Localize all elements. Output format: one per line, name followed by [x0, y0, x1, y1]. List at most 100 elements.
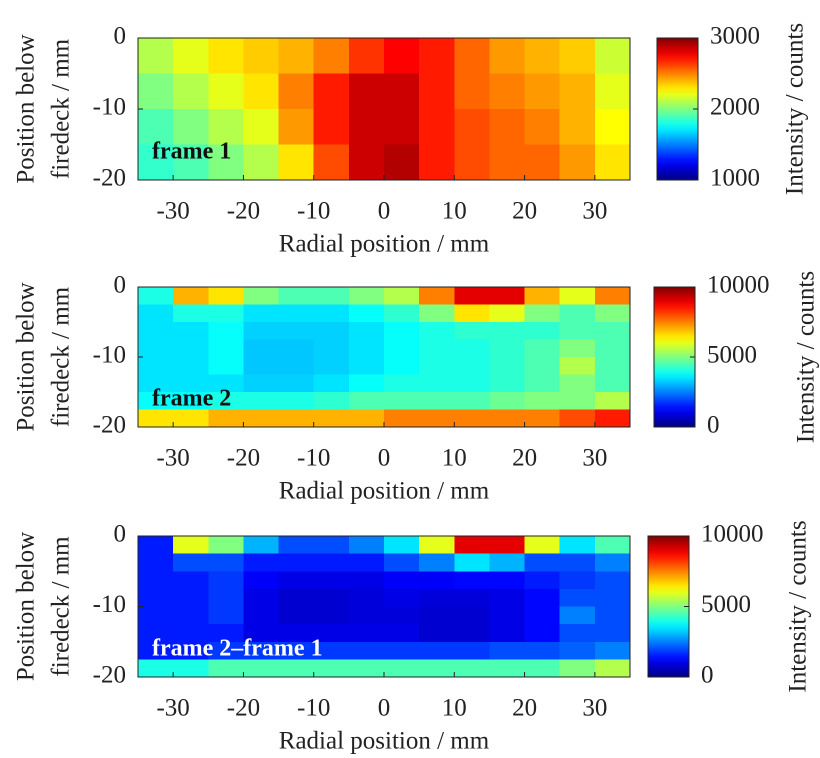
heatmap-cell	[489, 409, 526, 428]
heatmap-cell	[419, 357, 455, 375]
heatmap-cell	[173, 144, 209, 181]
heatmap-cell	[138, 109, 174, 145]
heatmap-cell	[208, 38, 244, 74]
heatmap-cell	[594, 109, 631, 145]
colorbar-label: Intensity / counts	[782, 23, 809, 195]
y-tick-label: 0	[114, 272, 127, 299]
heatmap-cell	[559, 287, 596, 305]
heatmap-cell	[419, 409, 455, 428]
heatmap-cell	[348, 357, 385, 375]
x-tick-label: 0	[378, 198, 391, 225]
heatmap-cell	[278, 73, 315, 110]
heatmap-cell	[173, 641, 209, 660]
annotation: frame 2	[152, 386, 231, 412]
heatmap-cell	[313, 392, 350, 410]
heatmap-cell	[243, 588, 280, 607]
heatmap-cell	[138, 392, 174, 410]
colorbar	[647, 535, 690, 678]
heatmap-cell	[208, 553, 244, 572]
heatmap-cell	[173, 624, 209, 643]
heatmap-cell	[278, 357, 315, 375]
heatmap-cell	[243, 287, 280, 305]
heatmap-cell	[138, 571, 174, 590]
heatmap	[138, 536, 631, 678]
heatmap-cell	[138, 339, 174, 358]
heatmap-cell	[384, 409, 420, 428]
heatmap-cell	[138, 38, 174, 74]
heatmap-cell	[489, 109, 526, 145]
heatmap-cell	[348, 38, 385, 74]
colorbar-tick-label: 0	[707, 412, 720, 439]
heatmap-cell	[208, 144, 244, 181]
y-tick-label: -20	[93, 662, 126, 689]
heatmap-cell	[419, 109, 455, 145]
heatmap-cell	[348, 144, 385, 181]
colorbar-tick-label: 5000	[707, 342, 757, 369]
annotation: frame 1	[152, 139, 231, 165]
heatmap-cell	[559, 73, 596, 110]
heatmap-cell	[524, 392, 561, 410]
heatmap-cell	[208, 641, 244, 660]
heatmap-cell	[559, 304, 596, 323]
heatmap-cell	[138, 374, 174, 393]
heatmap-cell	[454, 571, 490, 590]
heatmap-cell	[173, 588, 209, 607]
x-tick-label: 0	[378, 445, 391, 472]
heatmap-cell	[384, 73, 420, 110]
colorbar	[653, 286, 696, 428]
heatmap-cell	[243, 553, 280, 572]
y-tick-label: -10	[93, 342, 126, 369]
heatmap-cell	[138, 606, 174, 625]
heatmap-cell	[489, 304, 526, 323]
heatmap-cell	[559, 571, 596, 590]
heatmap-cell	[243, 38, 280, 74]
heatmap-cell	[594, 536, 631, 555]
heatmap-cell	[454, 339, 490, 358]
heatmap-cell	[384, 109, 420, 145]
heatmap-cell	[594, 304, 631, 323]
annotation: frame 2–frame 1	[152, 636, 323, 662]
heatmap-cell	[208, 109, 244, 145]
heatmap-cell	[173, 606, 209, 625]
heatmap-cell	[348, 571, 385, 590]
x-axis-label: Radial position / mm	[279, 478, 490, 505]
x-tick-label: 0	[378, 695, 391, 722]
heatmap-cell	[278, 304, 315, 323]
heatmap-cell	[278, 144, 315, 181]
y-tick-label: 0	[114, 23, 127, 50]
heatmap-cell	[348, 409, 385, 428]
heatmap-cell	[138, 73, 174, 110]
heatmap-cell	[419, 571, 455, 590]
x-tick-label: -30	[156, 198, 189, 225]
heatmap-cell	[384, 38, 420, 74]
heatmap-cell	[489, 571, 526, 590]
heatmap-cell	[313, 641, 350, 660]
heatmap-cell	[559, 553, 596, 572]
heatmap-cell	[348, 322, 385, 340]
heatmap-cell	[313, 144, 350, 181]
heatmap-cell	[489, 624, 526, 643]
heatmap-cell	[489, 659, 526, 678]
heatmap-cell	[559, 322, 596, 340]
heatmap-cell	[208, 322, 244, 340]
heatmap-cell	[384, 659, 420, 678]
heatmap-cell	[138, 553, 174, 572]
y-tick-label: -10	[93, 94, 126, 121]
heatmap-cell	[594, 287, 631, 305]
x-tick-label: -20	[227, 695, 260, 722]
heatmap-cell	[348, 339, 385, 358]
heatmap-cell	[524, 409, 561, 428]
heatmap-cell	[419, 322, 455, 340]
heatmap-cell	[524, 536, 561, 555]
heatmap	[138, 38, 631, 181]
colorbar-label: Intensity / counts	[793, 271, 820, 443]
heatmap-cell	[489, 144, 526, 181]
heatmap-cell	[384, 144, 420, 181]
heatmap-cell	[559, 659, 596, 678]
x-tick-label: 10	[442, 445, 467, 472]
heatmap-cell	[594, 588, 631, 607]
heatmap-cell	[524, 287, 561, 305]
heatmap-cell	[348, 588, 385, 607]
heatmap-cell	[594, 624, 631, 643]
heatmap-cell	[243, 357, 280, 375]
